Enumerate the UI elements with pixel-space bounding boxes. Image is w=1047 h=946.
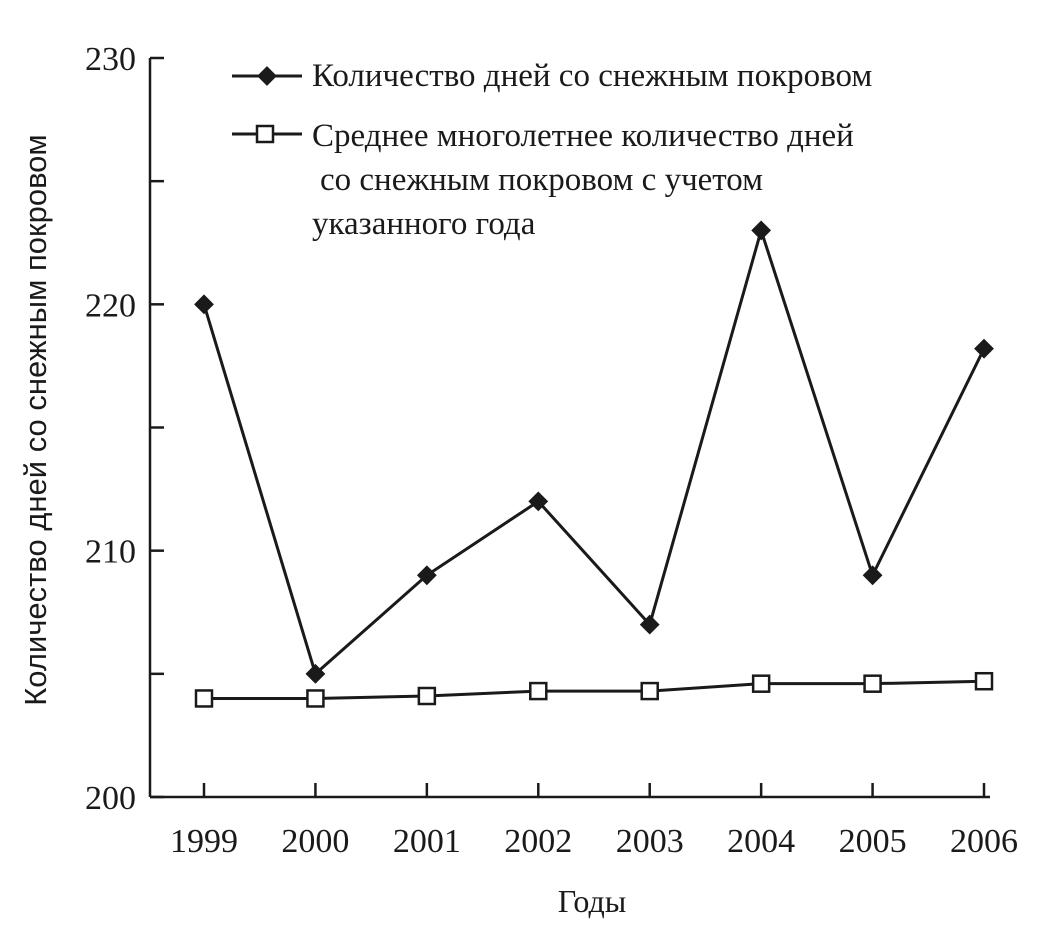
x-tick-label-1999: 1999 xyxy=(170,823,238,860)
legend-label-series-2-line-3: указанного года xyxy=(312,206,536,242)
legend-label-series-2-line-2: со снежным покровом с учетом xyxy=(320,162,763,198)
x-tick-label-2005: 2005 xyxy=(839,823,907,860)
series-2 xyxy=(194,671,994,708)
y-tick-label-220: 220 xyxy=(85,287,136,324)
y-tick-label-210: 210 xyxy=(85,534,136,571)
series-2-line xyxy=(204,679,985,700)
x-axis: 1999 2000 2001 2002 2003 2004 2005 2006 xyxy=(150,783,1018,860)
series-1 xyxy=(194,220,994,684)
series-1-point-2000 xyxy=(305,663,326,684)
x-tick-label-2002: 2002 xyxy=(504,823,572,860)
series-1-point-2005 xyxy=(862,565,883,586)
series-2-point-2003 xyxy=(640,681,659,701)
y-ticks: 200 210 220 230 xyxy=(85,41,164,817)
legend-label-series-1: Количество дней со снежным покровом xyxy=(312,58,872,94)
series-layer xyxy=(194,220,994,708)
y-tick-label-200: 200 xyxy=(85,780,136,817)
x-tick-label-2001: 2001 xyxy=(393,823,461,860)
legend-item-series-1: Количество дней со снежным покровом xyxy=(232,58,872,94)
series-1-point-2001 xyxy=(416,565,437,586)
series-1-point-2006 xyxy=(974,338,994,359)
series-2-point-1999 xyxy=(194,689,214,708)
series-2-point-2004 xyxy=(751,674,771,693)
x-tick-label-2004: 2004 xyxy=(727,823,795,860)
series-1-point-2004 xyxy=(751,220,772,241)
series-2-point-2006 xyxy=(974,671,994,691)
legend-marker-filled-diamond xyxy=(257,66,277,86)
y-axis-title: Количество дней со снежным покровом xyxy=(18,134,53,706)
x-tick-label-2003: 2003 xyxy=(616,823,684,860)
series-2-point-2000 xyxy=(306,689,325,708)
y-tick-label-230: 230 xyxy=(85,41,136,78)
x-tick-label-2000: 2000 xyxy=(281,823,349,860)
legend: Количество дней со снежным покровом Сред… xyxy=(232,58,872,242)
x-tick-label-2006: 2006 xyxy=(950,823,1018,860)
series-2-point-2002 xyxy=(529,681,548,701)
y-axis: 200 210 220 230 xyxy=(85,41,164,817)
legend-marker-open-square xyxy=(255,124,275,144)
x-axis-title: Годы xyxy=(558,883,627,919)
series-2-point-2005 xyxy=(863,674,882,693)
series-1-point-2003 xyxy=(639,614,660,635)
series-1-line xyxy=(202,225,986,677)
legend-label-series-2-line-1: Среднее многолетнее количество дней xyxy=(312,118,854,154)
x-ticks: 1999 2000 2001 2002 2003 2004 2005 2006 xyxy=(170,783,1018,860)
series-1-point-1999 xyxy=(194,294,214,315)
series-1-point-2002 xyxy=(528,491,549,512)
legend-item-series-2: Среднее многолетнее количество дней со с… xyxy=(232,118,854,242)
series-2-point-2001 xyxy=(417,686,437,706)
